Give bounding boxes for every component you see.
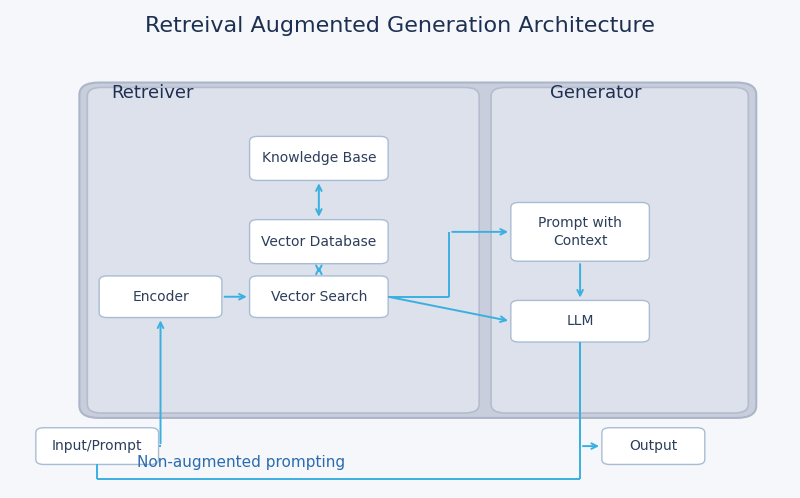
FancyBboxPatch shape xyxy=(250,220,388,263)
FancyBboxPatch shape xyxy=(602,428,705,465)
Text: Output: Output xyxy=(630,439,678,453)
Text: Input/Prompt: Input/Prompt xyxy=(52,439,142,453)
Text: Knowledge Base: Knowledge Base xyxy=(262,151,376,165)
Text: Encoder: Encoder xyxy=(132,290,189,304)
FancyBboxPatch shape xyxy=(250,136,388,180)
FancyBboxPatch shape xyxy=(99,276,222,318)
Text: Retreival Augmented Generation Architecture: Retreival Augmented Generation Architect… xyxy=(145,16,655,36)
Text: Vector Search: Vector Search xyxy=(270,290,367,304)
FancyBboxPatch shape xyxy=(79,83,756,418)
Text: Retreiver: Retreiver xyxy=(111,84,194,102)
FancyBboxPatch shape xyxy=(36,428,158,465)
Text: LLM: LLM xyxy=(566,314,594,328)
FancyBboxPatch shape xyxy=(511,203,650,261)
FancyBboxPatch shape xyxy=(491,88,748,413)
FancyBboxPatch shape xyxy=(87,88,479,413)
FancyBboxPatch shape xyxy=(511,300,650,342)
Text: Generator: Generator xyxy=(550,84,642,102)
FancyBboxPatch shape xyxy=(250,276,388,318)
Text: Non-augmented prompting: Non-augmented prompting xyxy=(137,455,345,470)
Text: Vector Database: Vector Database xyxy=(262,235,377,249)
Text: Prompt with
Context: Prompt with Context xyxy=(538,216,622,248)
